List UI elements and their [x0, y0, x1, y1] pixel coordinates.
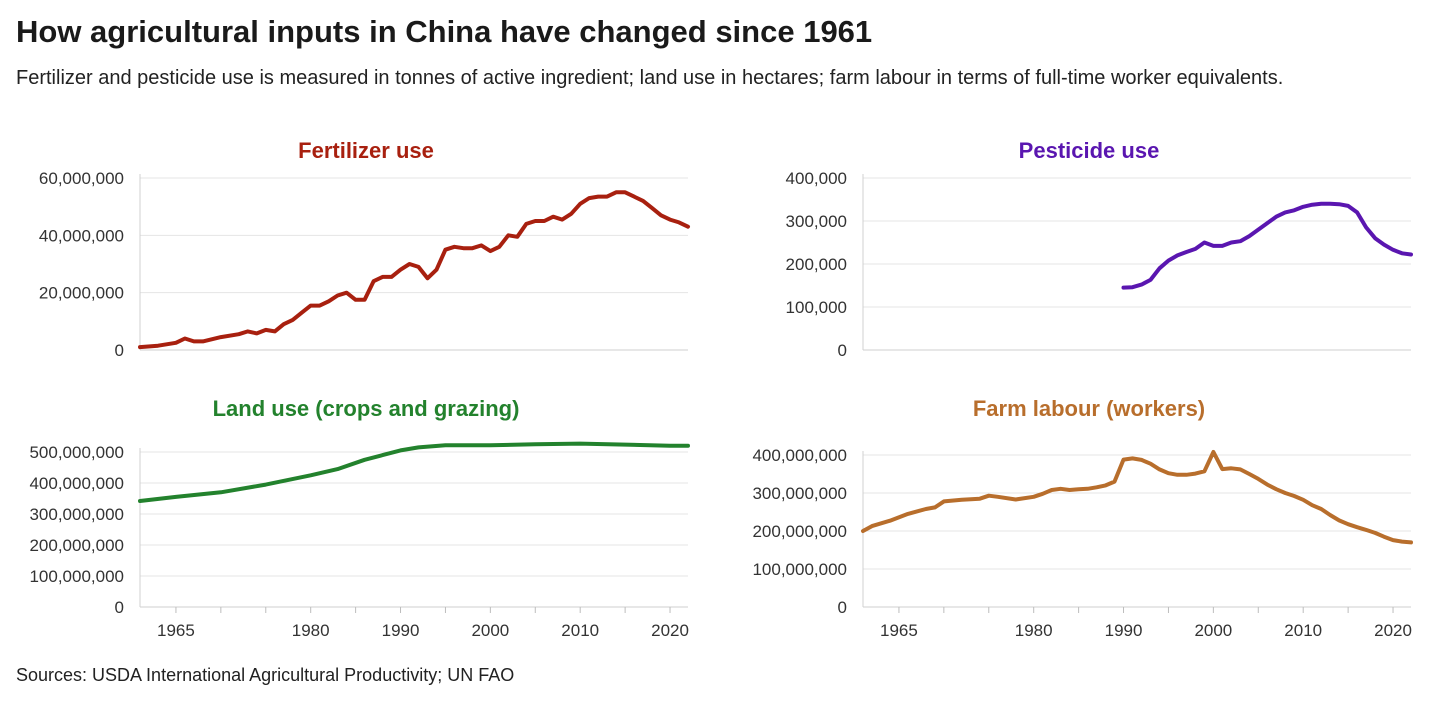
y-tick-label: 400,000,000: [29, 474, 124, 493]
y-tick-label: 100,000: [786, 298, 847, 317]
x-tick-label: 2020: [651, 621, 689, 640]
chart-title: Fertilizer use: [298, 138, 434, 163]
series-line: [1121, 201, 1413, 290]
y-tick-label: 0: [115, 341, 124, 360]
chart-panel-1: Fertilizer use 0 20,000,000 40,000,000 60,00…: [39, 138, 690, 360]
y-tick-label: 40,000,000: [39, 226, 124, 245]
chart-panel-3: Land use (crops and grazing) 0 100,000,000…: [29, 396, 690, 640]
page-subtitle: Fertilizer and pesticide use is measured…: [16, 67, 1284, 89]
chart-title: Land use (crops and grazing): [213, 396, 520, 421]
source-note: Sources: USDA International Agricultural…: [16, 665, 515, 685]
x-tick-label: 1965: [157, 621, 195, 640]
series-line: [138, 441, 690, 503]
chart-title: Farm labour (workers): [973, 396, 1205, 421]
x-tick-label: 2010: [1284, 621, 1322, 640]
x-tick-label: 2010: [561, 621, 599, 640]
chart-panel-2: Pesticide use 0 100,000 200,000 300,000 400,0…: [786, 138, 1413, 360]
x-tick-label: 1965: [880, 621, 918, 640]
y-tick-label: 0: [838, 598, 847, 617]
y-tick-label: 500,000,000: [29, 443, 124, 462]
y-tick-label: 20,000,000: [39, 284, 124, 303]
y-tick-label: 400,000,000: [752, 446, 847, 465]
page-title: How agricultural inputs in China have ch…: [16, 14, 873, 49]
x-tick-label: 2000: [471, 621, 509, 640]
y-tick-label: 300,000,000: [29, 505, 124, 524]
series-line: [861, 450, 1413, 545]
y-tick-label: 200,000,000: [29, 536, 124, 555]
y-tick-label: 400,000: [786, 169, 847, 188]
x-tick-label: 1980: [292, 621, 330, 640]
y-tick-label: 100,000,000: [752, 560, 847, 579]
x-tick-label: 2020: [1374, 621, 1412, 640]
x-tick-label: 2000: [1194, 621, 1232, 640]
chart-panel-4: Farm labour (workers) 0 100,000,000 200,000…: [752, 396, 1413, 640]
y-tick-label: 0: [115, 598, 124, 617]
x-tick-label: 1980: [1015, 621, 1053, 640]
x-tick-label: 1990: [382, 621, 420, 640]
y-tick-label: 300,000,000: [752, 484, 847, 503]
series-line: [138, 190, 690, 350]
y-tick-label: 300,000: [786, 212, 847, 231]
y-tick-label: 60,000,000: [39, 169, 124, 188]
y-tick-label: 200,000,000: [752, 522, 847, 541]
y-tick-label: 0: [838, 341, 847, 360]
x-tick-label: 1990: [1105, 621, 1143, 640]
chart-title: Pesticide use: [1019, 138, 1160, 163]
y-tick-label: 200,000: [786, 255, 847, 274]
y-tick-label: 100,000,000: [29, 567, 124, 586]
